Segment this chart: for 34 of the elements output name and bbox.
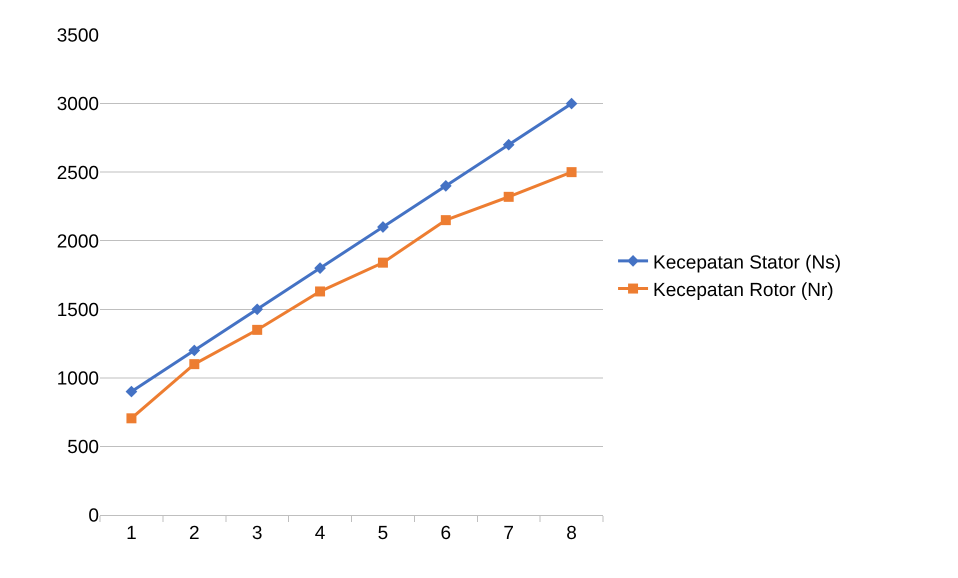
- point: [252, 324, 262, 335]
- y-tick-label: 500: [67, 437, 99, 458]
- point: [189, 359, 200, 370]
- point: [378, 258, 388, 268]
- x-tick-label: 8: [566, 522, 577, 544]
- y-tick-label: 2000: [56, 231, 99, 252]
- point: [126, 413, 136, 424]
- point: [251, 303, 264, 316]
- x-tick-label: 1: [126, 522, 137, 544]
- point: [314, 262, 326, 274]
- point: [504, 192, 514, 202]
- point: [502, 138, 515, 151]
- y-tick-label: 1500: [56, 300, 99, 321]
- point: [315, 286, 326, 296]
- x-tick-label: 5: [378, 522, 388, 544]
- point: [188, 344, 200, 356]
- point: [566, 98, 578, 110]
- legend-label: Kecepatan Rotor (Nr): [653, 280, 834, 301]
- x-tick-label: 4: [314, 522, 326, 544]
- y-tick-label: 2500: [56, 162, 99, 184]
- y-tick-label: 0: [88, 506, 99, 527]
- point: [440, 215, 451, 226]
- y-tick-label: 1000: [56, 368, 99, 390]
- x-tick-label: 3: [252, 522, 262, 544]
- x-tick-label: 6: [440, 522, 452, 544]
- point: [377, 221, 389, 233]
- x-tick-label: 7: [503, 522, 514, 544]
- point: [126, 386, 138, 398]
- y-tick-label: 3000: [56, 94, 99, 116]
- legend-label: Kecepatan Stator (Ns): [653, 252, 842, 274]
- x-tick-label: 2: [189, 522, 200, 544]
- y-tick-label: 3500: [56, 26, 99, 47]
- point: [566, 167, 577, 178]
- point: [440, 180, 452, 192]
